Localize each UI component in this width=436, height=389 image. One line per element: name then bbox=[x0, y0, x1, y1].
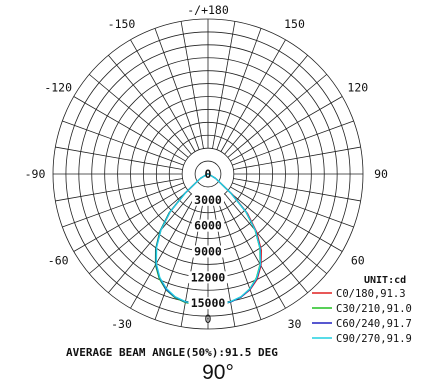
grid-spoke bbox=[130, 39, 196, 152]
grid-spoke bbox=[216, 28, 262, 150]
legend: UNIT:cd C0/180,91.3 C30/210,91.0 C60/240,9… bbox=[312, 275, 412, 345]
grid-spoke bbox=[180, 21, 204, 149]
grid-spoke bbox=[212, 21, 236, 149]
grid-spoke bbox=[154, 198, 200, 320]
grid-spoke bbox=[55, 178, 183, 202]
angle-label: -150 bbox=[108, 17, 136, 31]
grid-spoke bbox=[62, 120, 184, 166]
grid-spoke bbox=[227, 190, 327, 274]
radial-label-bg bbox=[188, 297, 228, 310]
legend-entry: C60/240,91.7 bbox=[336, 318, 412, 330]
radial-tick-labels: 0 3000 6000 9000 12000 15000 bbox=[188, 167, 228, 310]
angle-label: -90 bbox=[25, 167, 46, 181]
radial-label-bg bbox=[192, 245, 224, 258]
grid-spoke bbox=[232, 120, 354, 166]
grid-spoke bbox=[108, 193, 192, 293]
grid-spoke bbox=[233, 146, 361, 170]
angle-label: 90 bbox=[374, 167, 388, 181]
grid-spoke bbox=[154, 28, 200, 150]
grid-spoke bbox=[73, 186, 186, 252]
grid-spoke bbox=[230, 96, 343, 162]
angle-label: 30 bbox=[288, 317, 302, 331]
radial-tick-label: 0 bbox=[205, 167, 212, 181]
beam-angle-caption: 90° bbox=[202, 361, 234, 384]
angle-label: -30 bbox=[111, 317, 132, 331]
grid-spoke bbox=[224, 55, 308, 155]
grid-spoke bbox=[73, 96, 186, 162]
grid-ring bbox=[194, 160, 222, 188]
angle-label: 0 bbox=[205, 312, 212, 326]
grid-spoke bbox=[220, 196, 286, 309]
radial-tick-label: 12000 bbox=[191, 270, 226, 284]
grid-spoke bbox=[230, 186, 343, 252]
grid-spoke bbox=[233, 178, 361, 202]
legend-entry: C0/180,91.3 bbox=[336, 288, 406, 300]
radial-label-bg bbox=[192, 219, 224, 232]
grid-spoke bbox=[232, 182, 354, 228]
average-beam-angle-text: AVERAGE BEAM ANGLE(50%):91.5 DEG bbox=[66, 346, 278, 359]
angle-label: 120 bbox=[347, 81, 368, 95]
angle-label: 60 bbox=[351, 254, 365, 268]
grid-spoke bbox=[108, 55, 192, 155]
radial-tick-label: 9000 bbox=[194, 245, 222, 259]
angle-label: -120 bbox=[44, 81, 72, 95]
radial-label-bg bbox=[192, 193, 224, 206]
radial-tick-label: 6000 bbox=[194, 219, 222, 233]
radial-tick-label: 15000 bbox=[191, 296, 226, 310]
grid-spoke bbox=[62, 182, 184, 228]
legend-entry: C90/270,91.9 bbox=[336, 333, 412, 345]
grid-spoke bbox=[224, 193, 308, 293]
grid-spoke bbox=[89, 190, 189, 274]
unit-label: UNIT:cd bbox=[364, 275, 406, 286]
grid-spoke bbox=[227, 74, 327, 158]
angle-label: -/+180 bbox=[187, 3, 229, 17]
grid-spoke bbox=[216, 198, 262, 320]
legend-entry: C30/210,91.0 bbox=[336, 303, 412, 315]
radial-label-bg bbox=[188, 271, 228, 284]
grid-spoke bbox=[89, 74, 189, 158]
grid-spoke bbox=[130, 196, 196, 309]
angle-label: 150 bbox=[284, 17, 305, 31]
radial-tick-label: 3000 bbox=[194, 193, 222, 207]
angle-labels: -/+180 150 120 90 60 30 0 -30 -60 -90 -120 -150 bbox=[25, 3, 388, 331]
angle-label: -60 bbox=[48, 254, 69, 268]
grid-spoke bbox=[55, 146, 183, 170]
grid-spoke bbox=[220, 39, 286, 152]
